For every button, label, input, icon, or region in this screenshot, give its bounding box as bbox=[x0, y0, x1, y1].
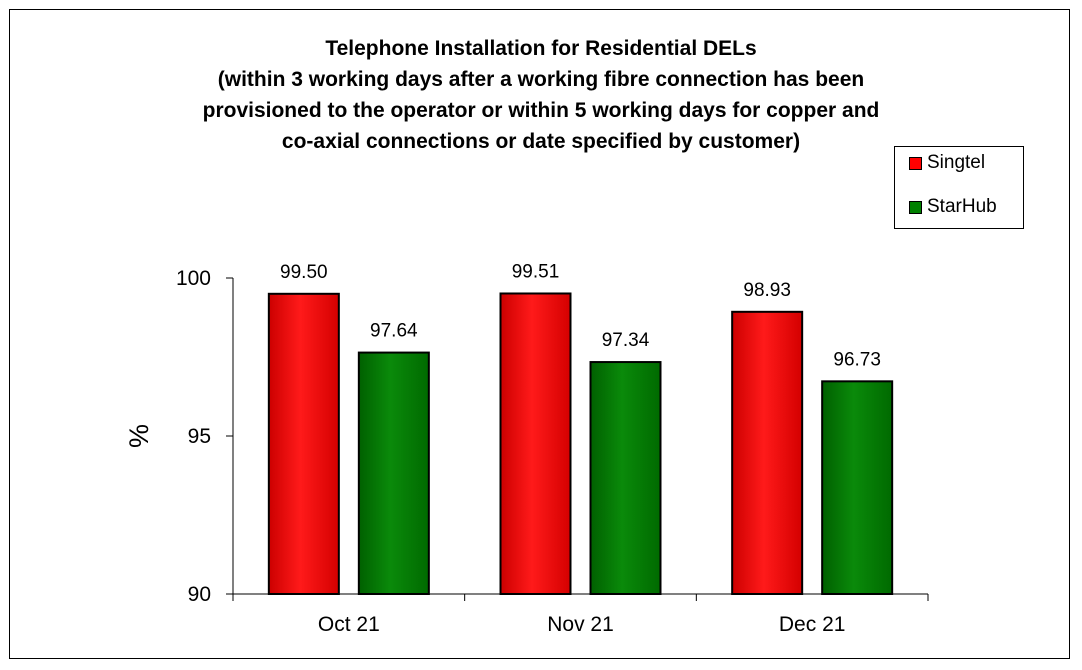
data-label-singtel-nov-21: 99.51 bbox=[512, 261, 560, 282]
bar-starhub-nov-21 bbox=[589, 361, 662, 595]
chart-title: Telephone Installation for Residential D… bbox=[0, 33, 1082, 157]
legend-item-singtel: Singtel bbox=[909, 151, 985, 175]
bar-singtel-nov-21 bbox=[499, 292, 572, 595]
x-tick-label: Dec 21 bbox=[779, 613, 846, 636]
legend-label-singtel: Singtel bbox=[927, 152, 986, 173]
axes: Oct 21 Nov 21 Dec 21 90 95 100% bbox=[124, 267, 929, 636]
data-label-starhub-nov-21: 97.34 bbox=[602, 330, 650, 351]
legend-swatch-singtel bbox=[909, 156, 922, 170]
data-label-singtel-dec-21: 98.93 bbox=[743, 280, 791, 301]
bar-singtel-dec-21 bbox=[731, 310, 804, 595]
y-axis-label: % bbox=[124, 424, 154, 448]
legend-swatch-starhub bbox=[909, 200, 922, 214]
x-tick-label: Oct 21 bbox=[318, 613, 380, 636]
data-label-starhub-oct-21: 97.64 bbox=[370, 321, 418, 342]
chart-title-line-2: (within 3 working days after a working f… bbox=[217, 68, 865, 91]
bar-starhub-oct-21 bbox=[357, 351, 430, 595]
chart-title-line-1: Telephone Installation for Residential D… bbox=[325, 37, 757, 60]
y-tick-label: 95 bbox=[188, 425, 211, 448]
x-tick-label: Nov 21 bbox=[547, 613, 614, 636]
y-tick-label: 90 bbox=[188, 583, 211, 606]
legend-item-starhub: StarHub bbox=[909, 195, 997, 219]
data-label-starhub-dec-21: 96.73 bbox=[833, 349, 881, 370]
bar-starhub-dec-21 bbox=[821, 380, 894, 595]
bar-singtel-oct-21 bbox=[267, 292, 340, 595]
y-tick-label: 100 bbox=[176, 267, 211, 290]
data-labels: 99.50 97.64 99.51 97.34 98.93 96.73 bbox=[280, 261, 881, 370]
data-label-singtel-oct-21: 99.50 bbox=[280, 262, 328, 283]
chart-legend: Singtel StarHub bbox=[894, 146, 1024, 229]
bar-group bbox=[267, 292, 894, 595]
chart-title-line-3: provisioned to the operator or within 5 … bbox=[202, 99, 880, 122]
legend-label-starhub: StarHub bbox=[927, 196, 997, 217]
chart-title-line-4: co-axial connections or date specified b… bbox=[281, 130, 801, 153]
